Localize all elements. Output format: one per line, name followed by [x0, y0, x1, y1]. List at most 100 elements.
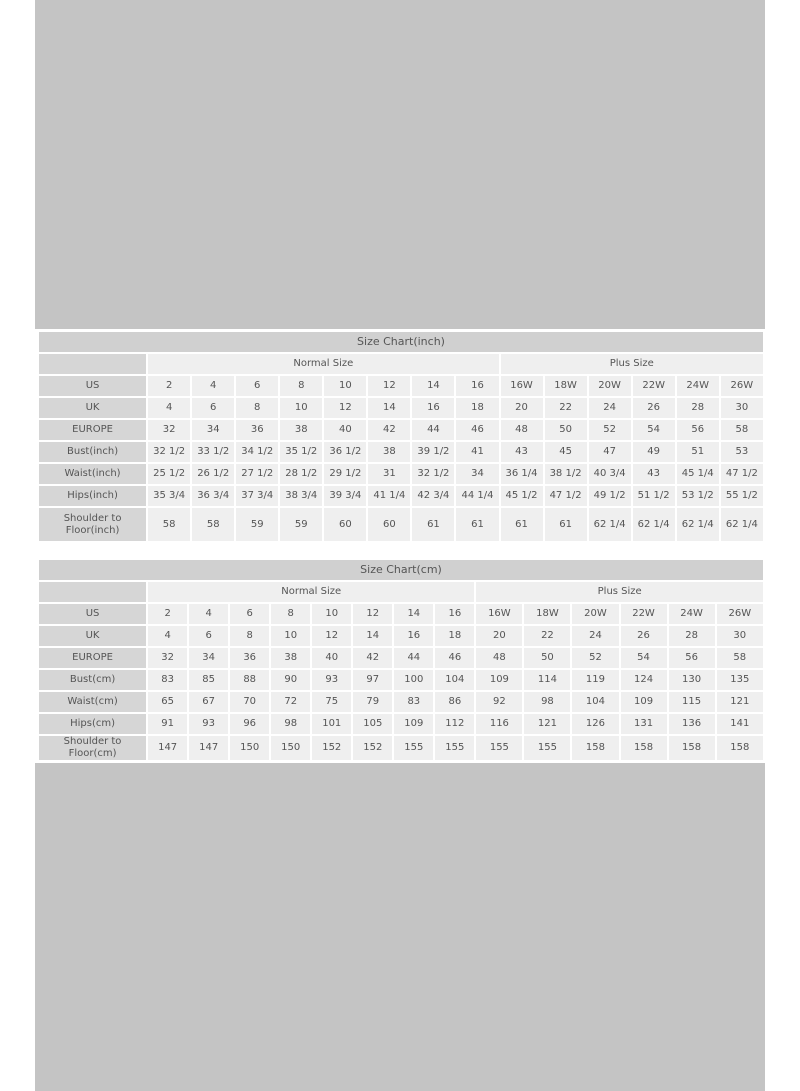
table-cell: 50 — [524, 648, 571, 668]
table-cell: 58 — [192, 508, 235, 541]
table-cell: 104 — [435, 670, 475, 690]
table-cell: 34 1/2 — [236, 442, 279, 462]
table-cell: 47 1/2 — [720, 464, 763, 484]
table-cell: 10 — [312, 604, 352, 624]
corner-cell — [39, 582, 147, 602]
table-cell: 97 — [353, 670, 393, 690]
table-cell: 16 — [394, 626, 434, 646]
table-cell: 61 — [500, 508, 543, 541]
table-cell: 130 — [668, 670, 715, 690]
table-cell: 58 — [716, 648, 763, 668]
table-cell: 12 — [368, 376, 411, 396]
table-cell: 20 — [500, 398, 543, 418]
table-cell: 65 — [148, 692, 188, 712]
table-cell: 8 — [230, 626, 270, 646]
table-cell: 114 — [524, 670, 571, 690]
table-cell: 88 — [230, 670, 270, 690]
table-cell: 16 — [456, 376, 499, 396]
table-cell: 136 — [668, 714, 715, 734]
row-label: Hips(cm) — [39, 714, 147, 734]
table-cell: 22W — [632, 376, 675, 396]
table-cell: 93 — [312, 670, 352, 690]
table-cell: 121 — [716, 692, 763, 712]
table-cell: 85 — [189, 670, 229, 690]
table-cell: 25 1/2 — [148, 464, 191, 484]
row-label: Shoulder to Floor(cm) — [39, 736, 147, 760]
table-row: Hips(cm) 91 93 96 98 101 105 109 112 116 121 126 131… — [39, 714, 763, 734]
table-cell: 109 — [476, 670, 523, 690]
table-cell: 38 — [280, 420, 323, 440]
table-cell: 44 1/4 — [456, 486, 499, 506]
table-cell: 119 — [572, 670, 619, 690]
table-cell: 104 — [572, 692, 619, 712]
row-label: Waist(cm) — [39, 692, 147, 712]
table-cell: 62 1/4 — [720, 508, 763, 541]
table-cell: 43 — [500, 442, 543, 462]
table-cell: 32 1/2 — [412, 464, 455, 484]
table-cell: 62 1/4 — [632, 508, 675, 541]
table-cell: 52 — [588, 420, 631, 440]
table-cell: 16 — [435, 604, 475, 624]
table-cell: 20 — [476, 626, 523, 646]
table-row: UK 4 6 8 10 12 14 16 18 20 22 24 26 28 30 — [39, 626, 763, 646]
table-cell: 62 1/4 — [676, 508, 719, 541]
table-row: Shoulder to Floor(inch) 58 58 59 59 60 60 61 61 6… — [39, 508, 763, 541]
table-cell: 147 — [189, 736, 229, 760]
table-cell: 70 — [230, 692, 270, 712]
table-cell: 16 — [412, 398, 455, 418]
table-cell: 36 — [230, 648, 270, 668]
table-cell: 31 — [368, 464, 411, 484]
table-cell: 155 — [476, 736, 523, 760]
table-cell: 18W — [524, 604, 571, 624]
table-cell: 98 — [271, 714, 311, 734]
table-cell: 10 — [324, 376, 367, 396]
table-cell: 58 — [720, 420, 763, 440]
table-cell: 56 — [668, 648, 715, 668]
table-cell: 124 — [620, 670, 667, 690]
table-cell: 18 — [435, 626, 475, 646]
table-cell: 49 1/2 — [588, 486, 631, 506]
table-cell: 29 1/2 — [324, 464, 367, 484]
table-cell: 41 1/4 — [368, 486, 411, 506]
size-chart-inch-table: Size Chart(inch) Normal Size Plus Size US 2 4… — [37, 330, 765, 543]
table-cell: 109 — [620, 692, 667, 712]
table-cell: 49 — [632, 442, 675, 462]
group-row: Normal Size Plus Size — [39, 582, 763, 602]
size-group-header: Plus Size — [476, 582, 763, 602]
table-cell: 61 — [544, 508, 587, 541]
table-cell: 147 — [148, 736, 188, 760]
table-cell: 18 — [456, 398, 499, 418]
title-row: Size Chart(cm) — [39, 560, 763, 580]
table-cell: 12 — [353, 604, 393, 624]
size-group-header: Normal Size — [148, 354, 499, 374]
table-cell: 158 — [572, 736, 619, 760]
table-cell: 34 — [456, 464, 499, 484]
table-cell: 28 — [668, 626, 715, 646]
table-cell: 26W — [720, 376, 763, 396]
table-cell: 8 — [236, 398, 279, 418]
table-cell: 14 — [353, 626, 393, 646]
table-cell: 45 — [544, 442, 587, 462]
table-cell: 131 — [620, 714, 667, 734]
table-cell: 6 — [236, 376, 279, 396]
table-cell: 2 — [148, 604, 188, 624]
table-cell: 18W — [544, 376, 587, 396]
table-cell: 24 — [572, 626, 619, 646]
table-cell: 54 — [632, 420, 675, 440]
chart-title: Size Chart(inch) — [39, 332, 763, 352]
table-cell: 6 — [192, 398, 235, 418]
table-cell: 24W — [668, 604, 715, 624]
row-label: Shoulder to Floor(inch) — [39, 508, 147, 541]
table-cell: 100 — [394, 670, 434, 690]
table-cell: 150 — [271, 736, 311, 760]
table-row: Bust(inch) 32 1/2 33 1/2 34 1/2 35 1/2 36 1/2… — [39, 442, 763, 462]
table-cell: 45 1/4 — [676, 464, 719, 484]
table-cell: 47 — [588, 442, 631, 462]
table-cell: 58 — [148, 508, 191, 541]
table-cell: 112 — [435, 714, 475, 734]
table-cell: 34 — [192, 420, 235, 440]
table-cell: 14 — [394, 604, 434, 624]
table-cell: 12 — [312, 626, 352, 646]
table-cell: 158 — [620, 736, 667, 760]
table-cell: 152 — [353, 736, 393, 760]
